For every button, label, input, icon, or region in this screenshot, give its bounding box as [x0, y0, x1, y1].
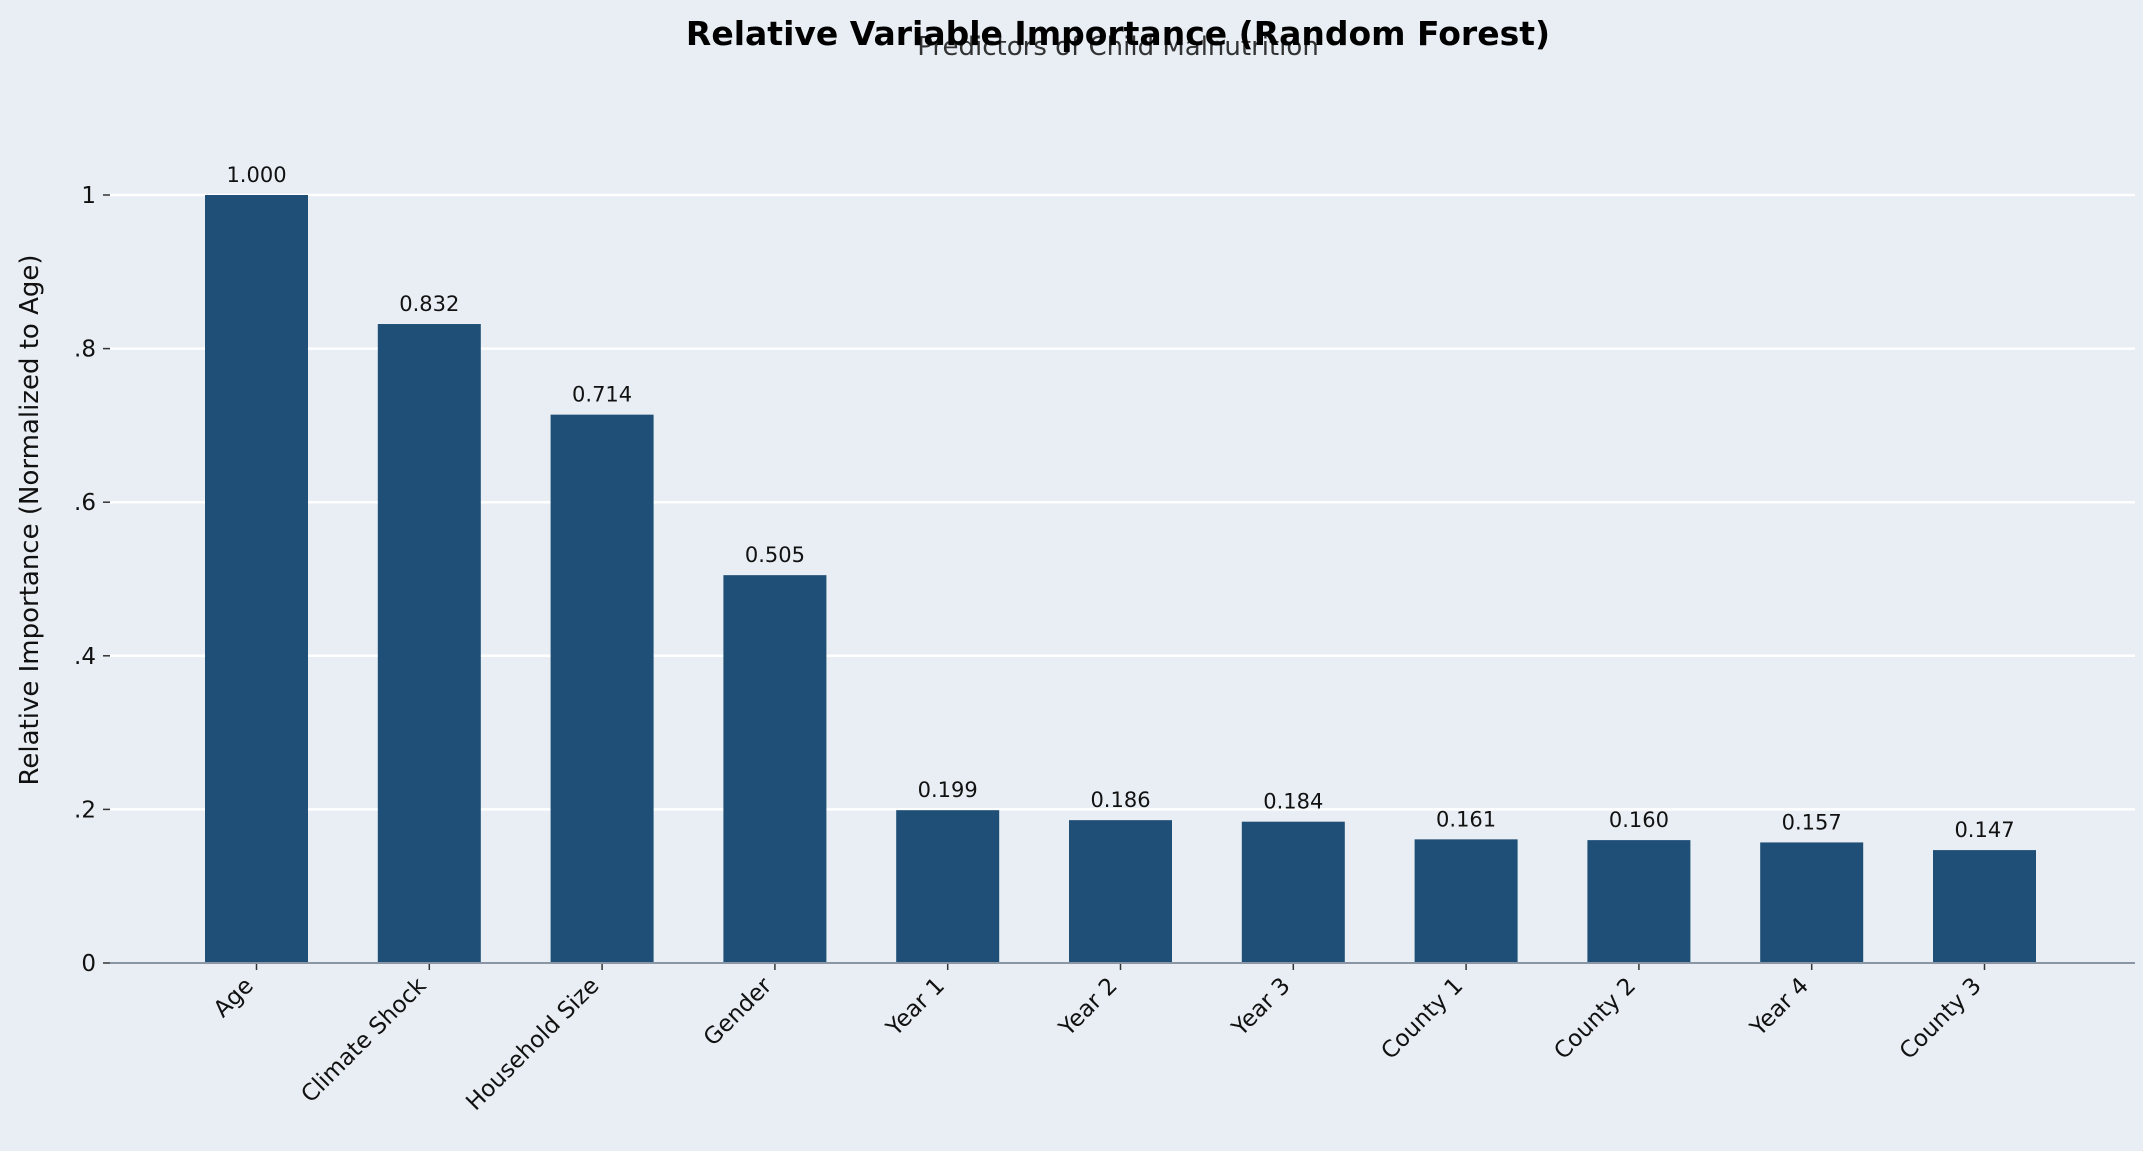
bar-value-label: 0.505 [745, 543, 805, 567]
x-tick-label: Age [209, 973, 259, 1023]
bar [1587, 840, 1691, 963]
y-tick-label: .8 [74, 337, 96, 363]
chart-title: Relative Variable Importance (Random For… [686, 14, 1550, 53]
data-labels: 1.000 0.832 0.714 0.505 0.199 0.186 0.184 0.161… [226, 163, 2014, 842]
bar [1414, 839, 1518, 963]
bar [1241, 821, 1345, 963]
chart-subtitle: Predictors of Child Malnutrition [917, 32, 1319, 62]
bars [205, 195, 2036, 963]
x-tick-label: County 3 [1895, 973, 1987, 1065]
y-tick-label: 1 [81, 183, 96, 209]
y-tick-label: .6 [74, 490, 96, 516]
x-tick-label: Year 2 [1054, 973, 1123, 1042]
bar-value-label: 0.160 [1609, 808, 1669, 832]
y-tick-label: .4 [74, 644, 96, 670]
bar-value-label: 0.161 [1436, 807, 1496, 831]
bar [1933, 850, 2036, 963]
x-tick-label: Gender [699, 972, 778, 1051]
bar-value-label: 0.199 [918, 778, 978, 802]
bar [377, 324, 481, 963]
x-tick-label: County 1 [1377, 973, 1469, 1065]
bar [550, 414, 654, 963]
x-tick-label: Climate Shock [296, 972, 432, 1108]
y-tick-label: 0 [81, 951, 96, 977]
bar-value-label: 1.000 [226, 163, 286, 187]
x-tick-label: County 2 [1549, 973, 1641, 1065]
bar [1069, 820, 1172, 963]
bar [723, 575, 827, 963]
bar [1760, 842, 1864, 963]
bar-value-label: 0.832 [399, 292, 459, 316]
x-tick-label: Year 4 [1745, 973, 1814, 1042]
y-tick-label: .2 [74, 797, 96, 823]
bar-value-label: 0.714 [572, 383, 632, 407]
x-tick-label: Household Size [461, 973, 604, 1116]
x-tick-label: Year 1 [881, 973, 950, 1042]
bar [896, 810, 1000, 963]
bar-value-label: 0.157 [1782, 810, 1842, 834]
y-axis-title: Relative Importance (Normalized to Age) [15, 254, 45, 785]
bar-value-label: 0.186 [1090, 788, 1150, 812]
bar-value-label: 0.184 [1263, 790, 1323, 814]
x-tick-label: Year 3 [1227, 973, 1296, 1042]
bar [205, 195, 308, 963]
bar-value-label: 0.147 [1954, 818, 2014, 842]
